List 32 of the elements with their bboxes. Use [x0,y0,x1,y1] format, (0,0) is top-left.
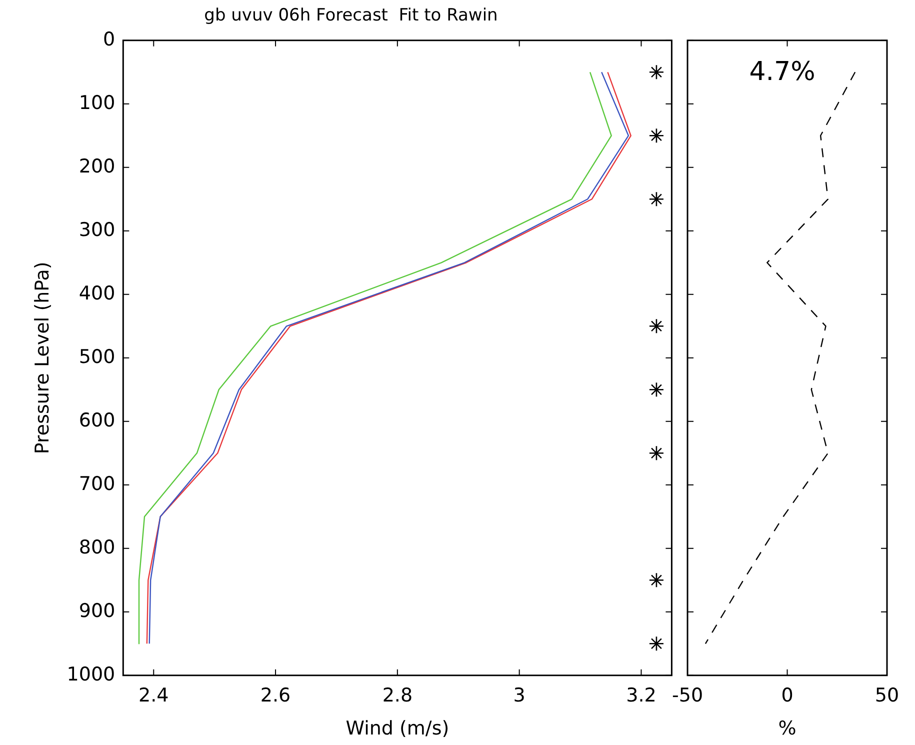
y-tick-label: 300 [78,218,116,241]
point [648,636,664,652]
y-axis-title: Pressure Level (hPa) [31,262,54,454]
x-tick-label: 3.2 [626,684,656,707]
x-tick-label: 2.6 [260,684,291,707]
point [648,318,664,334]
x-axis-title: % [778,718,796,740]
x-tick-label: 0 [781,684,794,707]
x-tick-label: -50 [672,684,704,707]
y-tick-label: 700 [78,472,116,495]
y-tick-label: 600 [78,409,116,432]
y-tick-label: 900 [78,600,116,622]
chart-title: gb uvuv 06h Forecast Fit to Rawin [204,6,498,26]
x-axis-title: Wind (m/s) [346,718,450,740]
y-tick-label: 100 [78,92,116,114]
y-tick-label: 800 [78,536,116,558]
point [648,192,664,207]
y-tick-label: 500 [78,346,116,368]
point [648,128,664,144]
annotation: 4.7% [749,57,816,88]
y-tick-label: 400 [78,282,116,304]
x-tick-label: 2.8 [382,684,413,707]
y-tick-label: 200 [78,155,116,178]
point [648,446,664,461]
y-tick-label: 0 [103,28,116,50]
x-tick-label: 2.4 [138,684,169,707]
point [648,382,664,398]
y-tick-label: 1000 [66,663,116,686]
point [648,64,664,80]
point [648,572,664,588]
x-tick-label: 50 [874,684,900,707]
x-tick-label: 3 [513,684,526,707]
